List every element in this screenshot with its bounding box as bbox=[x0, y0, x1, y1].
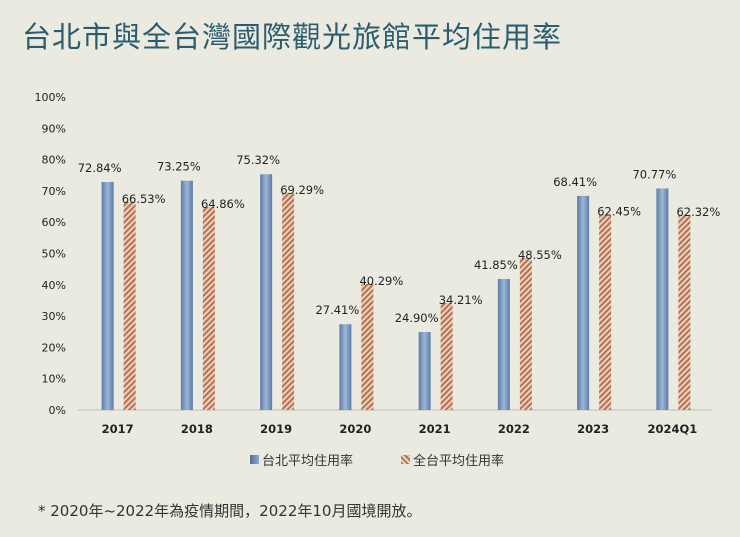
legend-swatch-taiwan bbox=[401, 455, 411, 464]
bar-taipei bbox=[101, 182, 114, 410]
y-tick-label: 60% bbox=[42, 216, 66, 229]
footnote: * 2020年~2022年為疫情期間，2022年10月國境開放。 bbox=[38, 502, 422, 520]
bar-taipei bbox=[180, 180, 193, 410]
data-label: 40.29% bbox=[359, 274, 403, 288]
data-label: 27.41% bbox=[315, 303, 359, 317]
bar-taiwan bbox=[123, 201, 136, 410]
bar-taipei bbox=[418, 332, 431, 410]
bar-taiwan bbox=[440, 302, 453, 410]
bar-chart: 0% 10% 20% 30% 40% 50% 60% 70% 80% 90% 100% 2017 201… bbox=[35, 91, 721, 436]
bar-taiwan bbox=[361, 283, 374, 410]
data-label: 68.41% bbox=[553, 175, 597, 189]
bar-taipei bbox=[497, 279, 510, 410]
y-tick-label: 0% bbox=[49, 404, 66, 417]
x-tick-label: 2018 bbox=[181, 422, 213, 436]
chart-title: 台北市與全台灣國際觀光旅館平均住用率 bbox=[22, 20, 563, 54]
data-label: 48.55% bbox=[518, 248, 562, 262]
bar-taipei bbox=[577, 195, 590, 410]
bar-taiwan bbox=[282, 193, 295, 410]
bar-taipei bbox=[260, 174, 273, 410]
bar-taipei bbox=[339, 324, 352, 410]
x-tick-label: 2022 bbox=[498, 422, 530, 436]
data-label: 41.85% bbox=[474, 258, 518, 272]
data-label: 69.29% bbox=[280, 183, 324, 197]
x-tick-label: 2020 bbox=[339, 422, 371, 436]
x-tick-label: 2023 bbox=[577, 422, 609, 436]
legend-swatch-taipei bbox=[250, 455, 259, 464]
y-tick-label: 100% bbox=[35, 91, 66, 104]
data-label: 62.45% bbox=[597, 205, 641, 219]
y-tick-label: 90% bbox=[42, 122, 66, 135]
x-tick-label: 2021 bbox=[419, 422, 451, 436]
x-tick-label: 2017 bbox=[102, 422, 134, 436]
data-label: 75.32% bbox=[236, 153, 280, 167]
legend-item-taiwan: 全台平均住用率 bbox=[401, 450, 504, 469]
data-label: 64.86% bbox=[201, 197, 245, 211]
legend-item-taipei: 台北平均住用率 bbox=[250, 450, 353, 469]
x-tick-label: 2019 bbox=[260, 422, 292, 436]
legend: 台北平均住用率 全台平均住用率 bbox=[250, 450, 504, 469]
data-label: 66.53% bbox=[122, 192, 166, 206]
y-tick-label: 40% bbox=[42, 279, 66, 292]
data-label: 24.90% bbox=[395, 311, 439, 325]
y-tick-label: 10% bbox=[42, 373, 66, 386]
y-tick-label: 70% bbox=[42, 185, 66, 198]
bar-taipei bbox=[656, 188, 669, 410]
y-tick-label: 50% bbox=[42, 248, 66, 261]
bar-taiwan bbox=[519, 258, 532, 410]
legend-label: 全台平均住用率 bbox=[413, 454, 505, 469]
x-tick-label: 2024Q1 bbox=[647, 422, 697, 436]
bar-taiwan bbox=[202, 206, 215, 410]
data-label: 70.77% bbox=[632, 167, 676, 181]
data-label: 72.84% bbox=[78, 161, 122, 175]
bar-taiwan bbox=[678, 214, 691, 410]
bar-taiwan bbox=[599, 214, 612, 410]
y-tick-label: 20% bbox=[42, 341, 66, 354]
y-tick-label: 80% bbox=[42, 154, 66, 167]
data-label: 73.25% bbox=[157, 160, 201, 174]
y-tick-label: 30% bbox=[42, 310, 66, 323]
legend-label: 台北平均住用率 bbox=[262, 454, 354, 469]
data-label: 62.32% bbox=[676, 205, 720, 219]
data-label: 34.21% bbox=[439, 293, 483, 307]
